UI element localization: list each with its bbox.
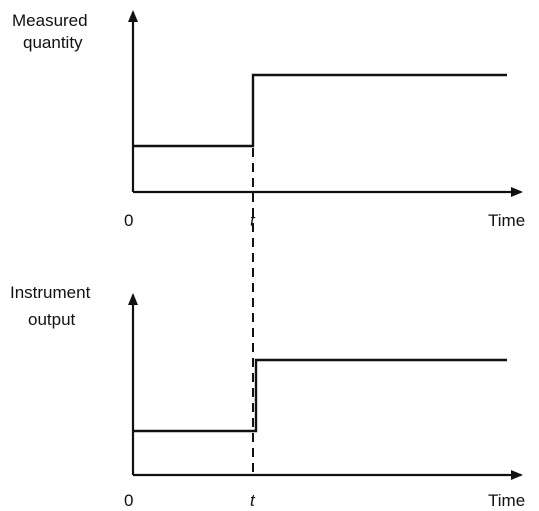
bottom-x-origin-label: 0: [124, 491, 133, 510]
bottom-ylabel-line2: output: [28, 310, 76, 329]
top-x-t-label: t: [250, 211, 256, 230]
top-ylabel-line1: Measured: [12, 11, 88, 30]
top-ylabel-line2: quantity: [23, 33, 83, 52]
top-step-signal: [133, 73, 507, 148]
bottom-x-t-label: t: [250, 491, 256, 510]
bottom-plot: Instrument output 0 t Time: [10, 283, 525, 510]
bottom-ylabel-line1: Instrument: [10, 283, 91, 302]
top-xlabel: Time: [488, 211, 525, 230]
bottom-xlabel: Time: [488, 491, 525, 510]
top-plot: Measured quantity 0 t Time: [12, 10, 525, 230]
bottom-step-signal: [133, 358, 507, 433]
top-x-origin-label: 0: [124, 211, 133, 230]
